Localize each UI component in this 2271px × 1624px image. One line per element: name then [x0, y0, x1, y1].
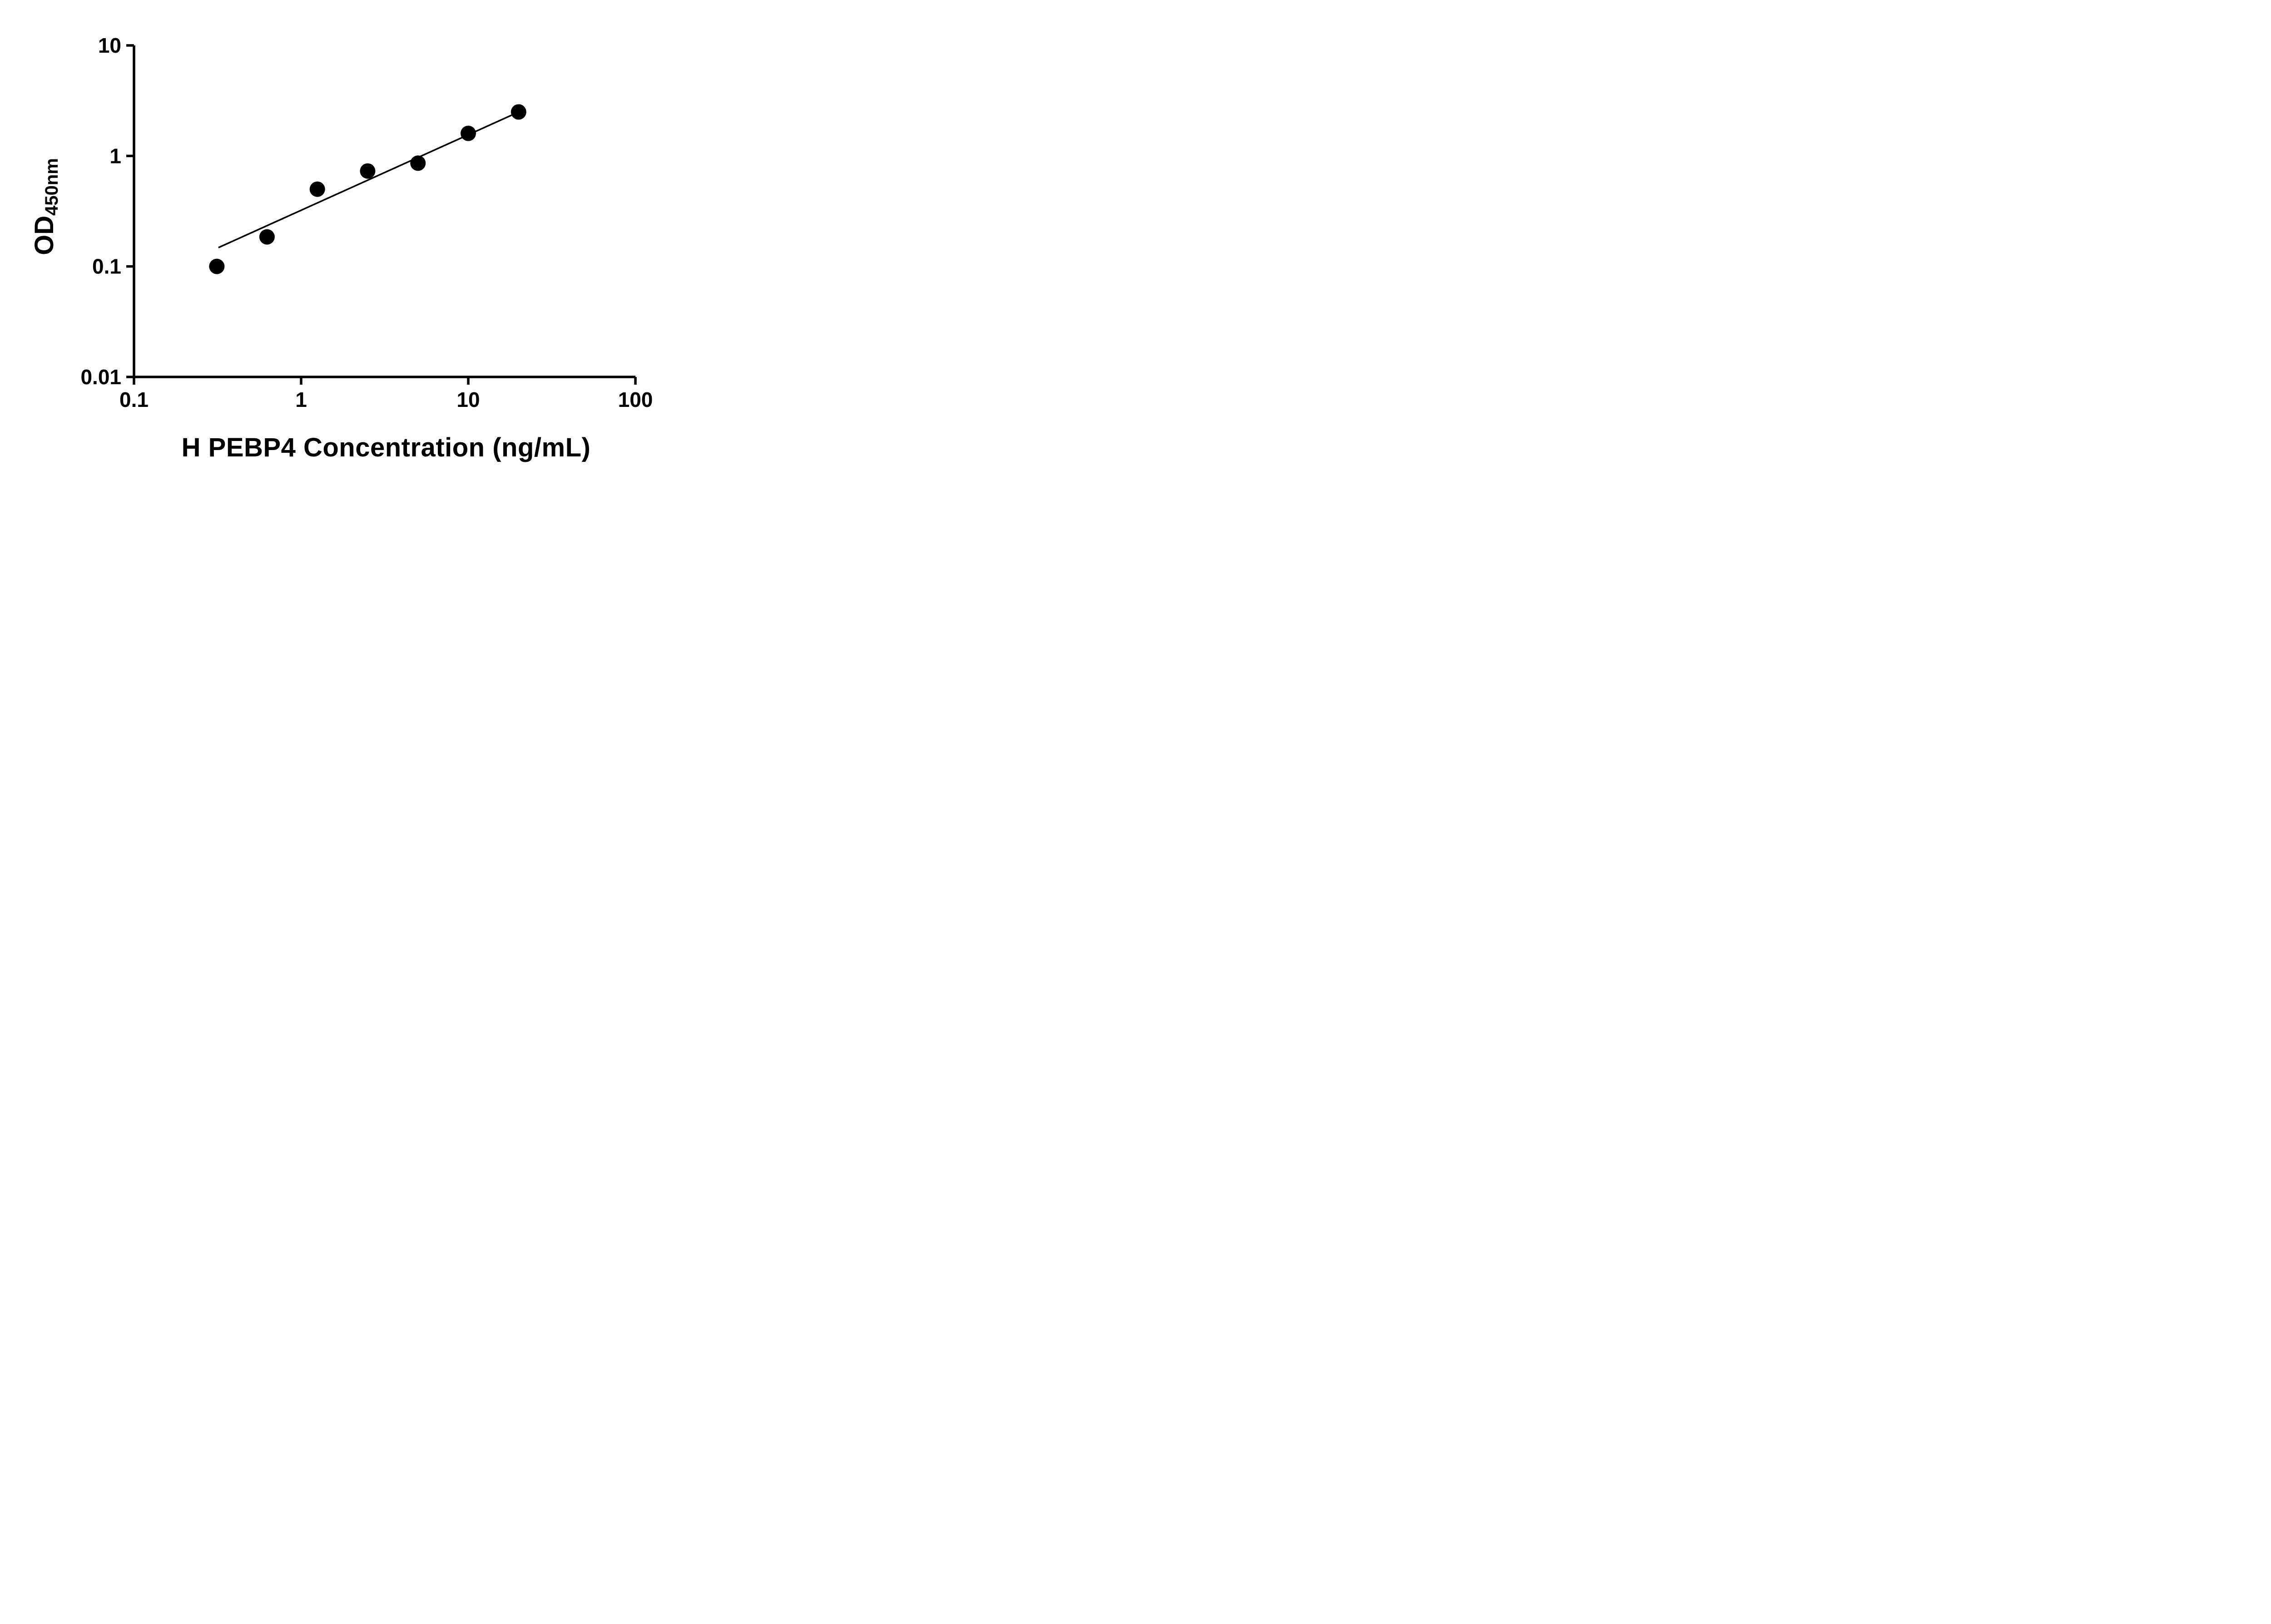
data-point — [461, 125, 476, 141]
data-point — [511, 104, 526, 120]
y-axis-tick-label: 1 — [109, 144, 121, 168]
data-point — [360, 163, 376, 179]
y-axis-title: OD450nm — [25, 89, 64, 325]
y-axis-tick-label: 0.01 — [80, 365, 121, 389]
x-axis-tick-label: 100 — [618, 388, 653, 411]
x-axis-tick-label: 1 — [295, 388, 307, 411]
data-point — [209, 258, 225, 274]
axis-frame — [133, 45, 635, 378]
y-axis-title-main: OD — [30, 215, 59, 255]
x-axis-tick-label: 0.1 — [119, 388, 149, 411]
elisa-standard-curve-chart: 0.1 1 10 100 0.01 0.1 1 10 H PEBP4 Concentratio… — [0, 0, 704, 487]
y-axis-tick-label: 0.1 — [92, 255, 121, 278]
y-axis-tick-label: 10 — [98, 34, 121, 57]
data-point — [259, 229, 275, 245]
y-axis-title-subscript: 450nm — [42, 158, 62, 216]
data-point — [309, 181, 325, 197]
x-axis-title: H PEBP4 Concentration (ng/mL) — [181, 433, 591, 462]
data-point — [410, 155, 426, 171]
x-axis-tick-label: 10 — [456, 388, 480, 411]
